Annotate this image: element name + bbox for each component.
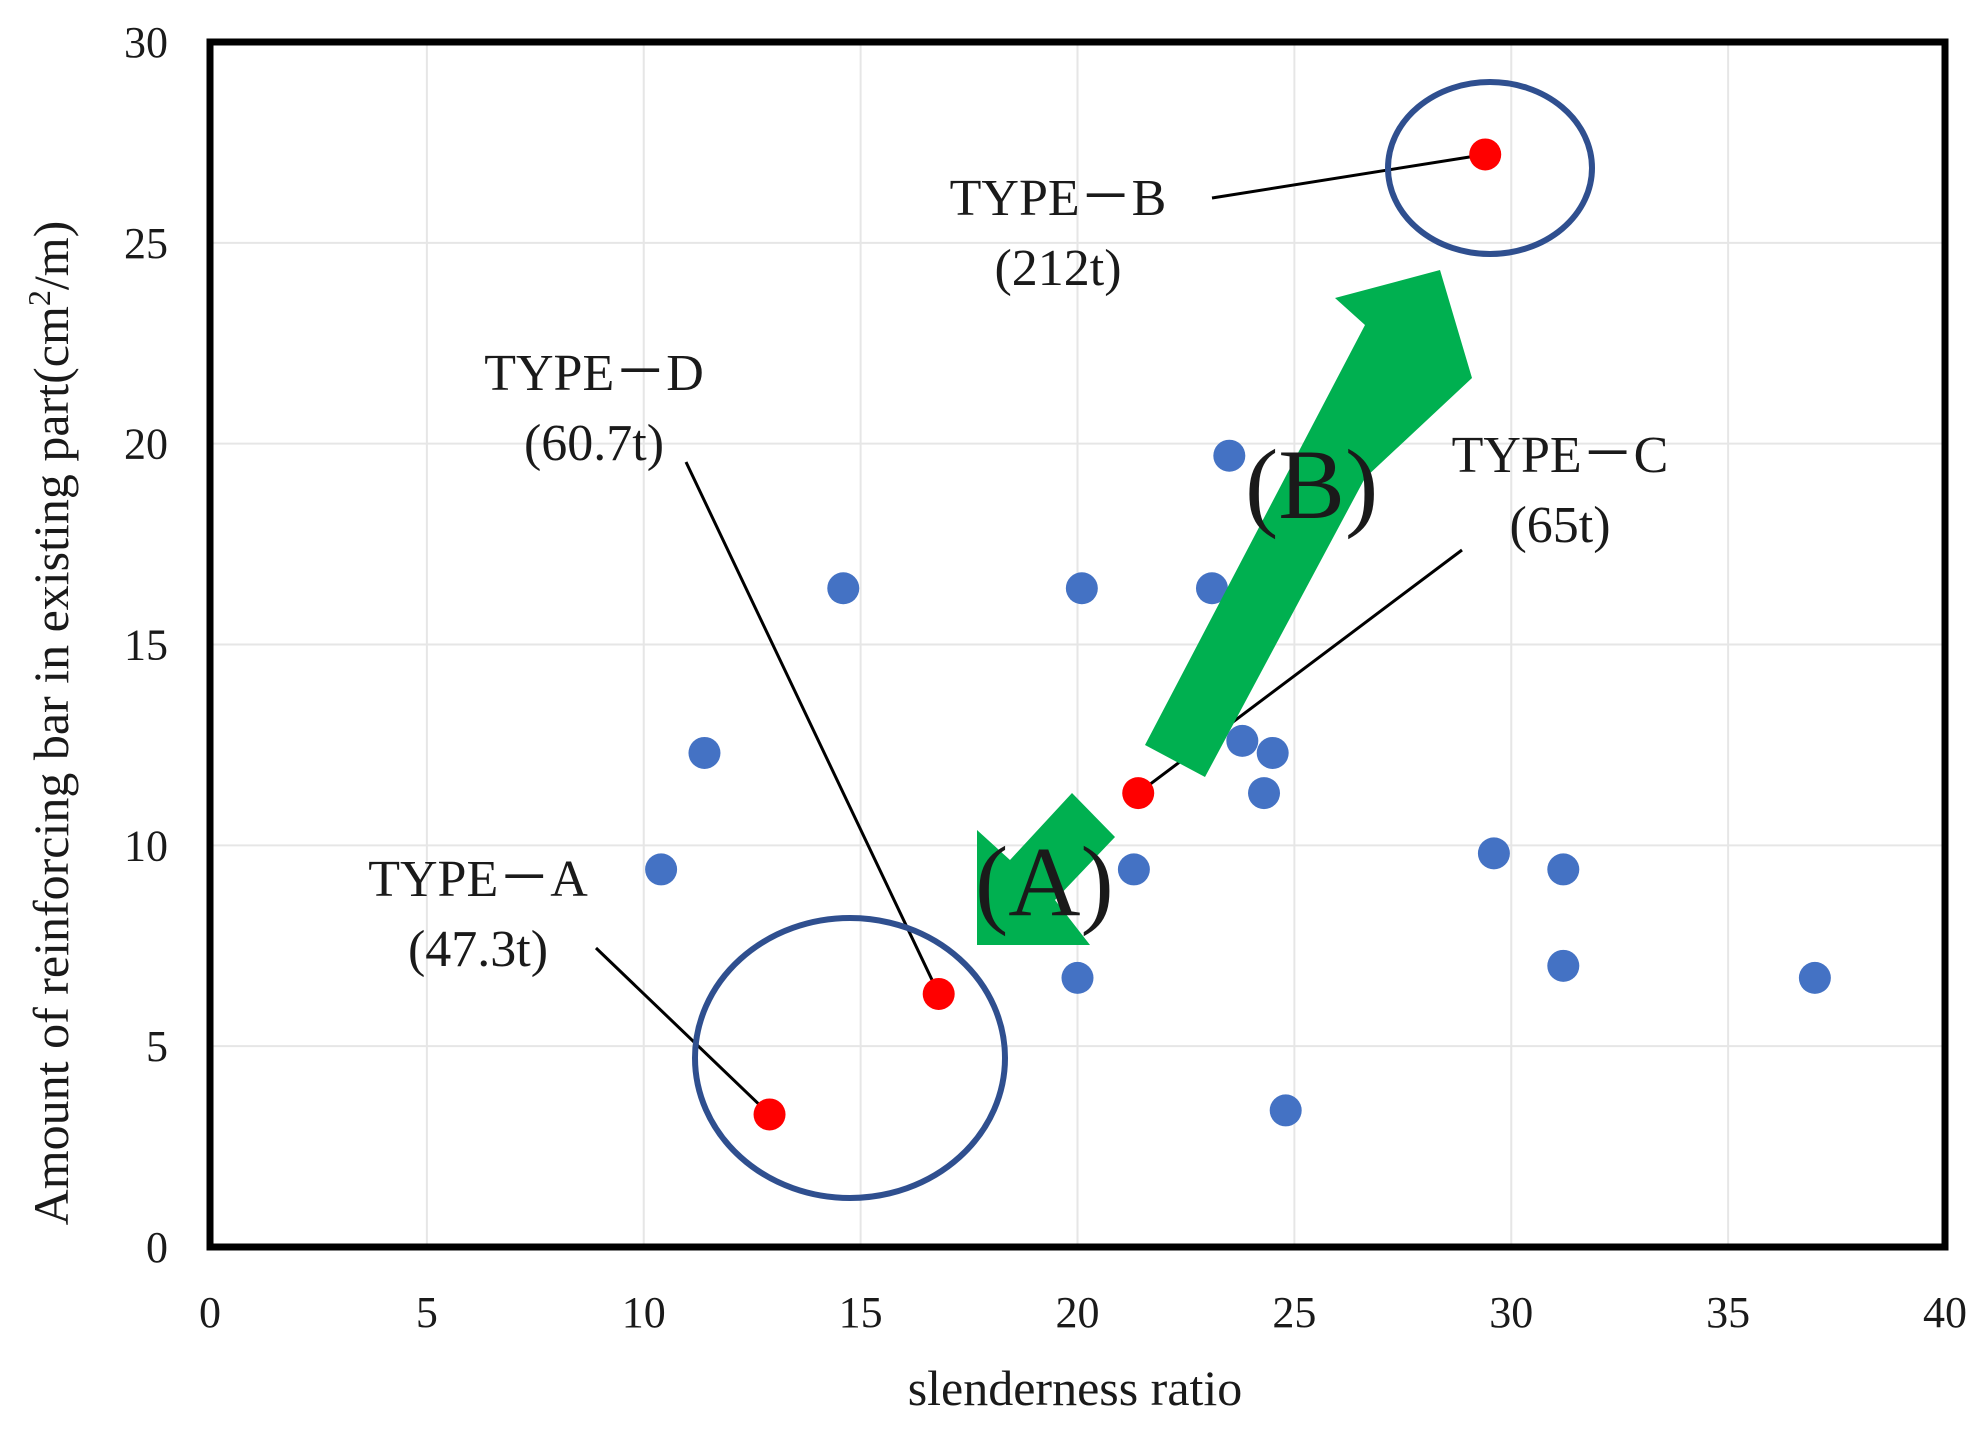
y-tick-label: 25 <box>124 219 168 268</box>
leader-line-type-d <box>684 461 941 995</box>
y-tick-labels: 0 5 10 15 20 25 30 <box>124 18 168 1272</box>
data-point-types <box>1122 777 1155 810</box>
data-points <box>645 138 1831 1131</box>
data-point-structures <box>1061 961 1094 994</box>
x-tick-label: 20 <box>1056 1288 1100 1337</box>
data-point-structures <box>827 572 860 605</box>
data-point-structures <box>1117 853 1150 886</box>
y-tick-label: 0 <box>146 1223 168 1272</box>
y-tick-label: 20 <box>124 420 168 469</box>
y-tick-label: 10 <box>124 821 168 870</box>
data-point-types <box>753 1098 786 1131</box>
annotation-type-b-name: TYPE－B <box>950 170 1167 227</box>
annotation-type-d-weight: (60.7t) <box>524 415 664 472</box>
region-label-b: (B) <box>1245 429 1378 540</box>
annotation-type-c-weight: (65t) <box>1509 497 1610 554</box>
x-tick-label: 35 <box>1706 1288 1750 1337</box>
annotation-type-c-name: TYPE－C <box>1452 427 1669 484</box>
data-point-structures <box>1256 736 1289 769</box>
x-tick-label: 15 <box>839 1288 883 1337</box>
x-tick-label: 0 <box>199 1288 221 1337</box>
data-point-structures <box>1065 572 1098 605</box>
annotation-type-d-name: TYPE－D <box>484 345 704 402</box>
data-point-structures <box>688 736 721 769</box>
y-axis-title: Amount of reinforcing bar in existing pa… <box>21 221 79 1226</box>
arrow-toward-b <box>1145 270 1472 777</box>
y-axis-title-superscript: 2 <box>21 290 57 306</box>
annotation-type-a-name: TYPE－A <box>368 851 588 908</box>
x-tick-label: 10 <box>622 1288 666 1337</box>
x-tick-labels: 0 5 10 15 20 25 30 35 40 <box>199 1288 1967 1337</box>
data-point-structures <box>1269 1094 1302 1127</box>
region-label-a: (A) <box>975 826 1114 937</box>
data-point-structures <box>1226 724 1259 757</box>
leader-line-type-b <box>1211 152 1486 200</box>
region-circle-b <box>1385 79 1595 257</box>
data-point-types <box>1469 138 1502 171</box>
y-tick-label: 30 <box>124 18 168 67</box>
x-tick-label: 40 <box>1923 1288 1967 1337</box>
y-tick-label: 5 <box>146 1022 168 1071</box>
x-tick-label: 25 <box>1272 1288 1316 1337</box>
plot-frame <box>206 38 1949 1251</box>
x-axis-title: slenderness ratio <box>908 1360 1243 1416</box>
y-axis-title-main: Amount of reinforcing bar in existing pa… <box>23 306 79 1225</box>
leader-line-type-a <box>594 946 771 1116</box>
arrow-toward-a <box>977 793 1115 945</box>
data-point-structures <box>1477 837 1510 870</box>
annotation-type-b-weight: (212t) <box>994 240 1121 297</box>
x-tick-label: 5 <box>416 1288 438 1337</box>
x-tick-label: 30 <box>1489 1288 1533 1337</box>
data-point-structures <box>1248 777 1281 810</box>
data-point-types <box>922 977 955 1010</box>
region-circle-a <box>692 915 1008 1201</box>
y-tick-label: 15 <box>124 621 168 670</box>
data-point-structures <box>1213 439 1246 472</box>
data-point-structures <box>1547 949 1580 982</box>
data-point-structures <box>1798 961 1831 994</box>
data-point-structures <box>645 853 678 886</box>
y-axis-title-tail: /m) <box>23 221 79 290</box>
data-point-structures <box>1547 853 1580 886</box>
annotation-type-a-weight: (47.3t) <box>408 921 548 978</box>
data-point-structures <box>1195 572 1228 605</box>
